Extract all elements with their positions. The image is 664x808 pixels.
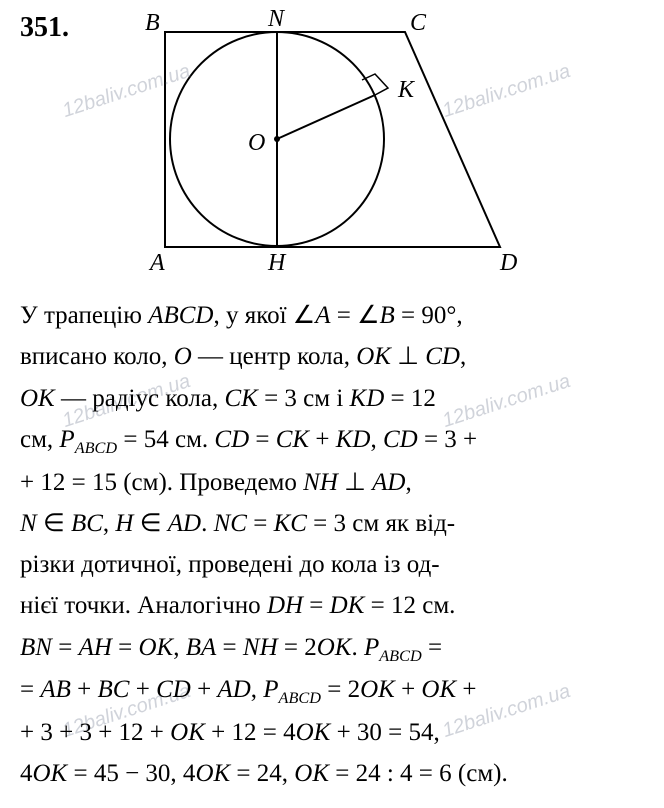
solution-line: см, PABCD = 54 см. CD = CK + KD, CD = 3 …	[20, 419, 644, 462]
problem-number: 351.	[20, 12, 69, 44]
label-B: B	[145, 10, 160, 37]
solution-line: N ∈ BC, H ∈ AD. NC = KC = 3 см як від-	[20, 503, 644, 544]
label-O: O	[248, 130, 265, 157]
line-OK	[277, 95, 375, 139]
label-A: A	[150, 250, 165, 277]
diagram-svg	[100, 12, 520, 282]
geometry-diagram: B N C K O A H D	[100, 12, 520, 282]
solution-line: вписано коло, O — центр кола, OK ⊥ CD,	[20, 336, 644, 377]
solution-line: різки дотичної, проведені до кола із од-	[20, 544, 644, 585]
perpendicular-mark	[362, 74, 388, 95]
solution-line: У трапецію ABCD, у якої ∠A = ∠B = 90°,	[20, 295, 644, 336]
solution-body: У трапецію ABCD, у якої ∠A = ∠B = 90°, в…	[20, 295, 644, 795]
label-K: K	[398, 77, 414, 104]
label-D: D	[500, 250, 517, 277]
solution-line: = AB + BC + CD + AD, PABCD = 2OK + OK +	[20, 669, 644, 712]
label-H: H	[268, 250, 285, 277]
center-dot	[274, 136, 280, 142]
solution-line: 4OK = 45 − 30, 4OK = 24, OK = 24 : 4 = 6…	[20, 753, 644, 794]
solution-line: нієї точки. Аналогічно DH = DK = 12 см.	[20, 585, 644, 626]
solution-line: BN = AH = OK, BA = NH = 2OK. PABCD =	[20, 627, 644, 670]
solution-line: + 3 + 3 + 12 + OK + 12 = 4OK + 30 = 54,	[20, 712, 644, 753]
solution-line: OK — радіус кола, CK = 3 см і KD = 12	[20, 378, 644, 419]
solution-line: + 12 = 15 (см). Проведемо NH ⊥ AD,	[20, 462, 644, 503]
trapezoid	[165, 32, 500, 247]
label-C: C	[410, 10, 426, 37]
label-N: N	[268, 6, 284, 33]
